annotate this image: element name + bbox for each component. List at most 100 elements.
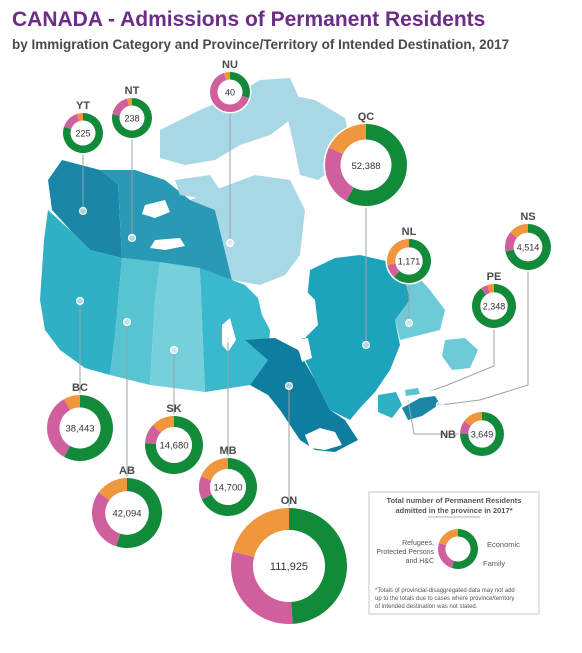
region-nb[interactable]	[378, 392, 402, 418]
slice-family	[387, 263, 400, 278]
leader-line-ns	[439, 270, 529, 406]
region-marker-ns	[435, 400, 445, 410]
slice-family	[231, 551, 293, 624]
region-ns[interactable]	[402, 396, 440, 420]
donut-value-nt: 238	[124, 114, 139, 124]
donut-label-pe: PE	[487, 271, 502, 283]
donut-hole	[253, 530, 325, 602]
donut-nu[interactable]: 40 NU	[208, 59, 252, 114]
slice-refugee	[232, 507, 289, 558]
hudson-bay	[258, 282, 318, 340]
legend-title-line2: admitted in the province in 2017*	[395, 506, 512, 515]
legend-refugee-line1: Refugees,	[402, 540, 434, 547]
slice-refugee	[152, 416, 174, 433]
page-title: CANADA - Admissions of Permanent Residen…	[12, 8, 486, 31]
donut-label-nl: NL	[402, 226, 417, 238]
region-marker-bc	[75, 296, 85, 306]
donut-label-mb: MB	[219, 445, 236, 457]
slice-refugee	[438, 529, 458, 546]
great-lakes	[305, 428, 342, 450]
donut-value-nl: 1,171	[398, 257, 421, 267]
donut-pe[interactable]: 2,348 PE	[470, 271, 518, 330]
donut-value-on: 111,925	[270, 561, 308, 573]
donut-bc[interactable]: 38,443 BC	[45, 382, 115, 463]
donut-ns[interactable]: 4,514 NS	[503, 211, 553, 272]
donut-mb[interactable]: 14,700 MB	[197, 445, 259, 518]
slice-economic	[289, 508, 348, 624]
legend-family-label: Family	[483, 559, 505, 568]
donut-nt[interactable]: 238 NT	[110, 85, 154, 140]
donut-label-qc: QC	[358, 111, 375, 123]
donut-ab[interactable]: 42,094 AB	[90, 465, 164, 550]
donut-label-bc: BC	[72, 382, 88, 394]
slice-refugee	[510, 224, 528, 238]
region-marker-sk	[169, 345, 179, 355]
donut-label-nb: NB	[440, 429, 456, 441]
legend-refugee-line3: and H&C	[406, 558, 434, 565]
donut-label-ab: AB	[119, 465, 135, 477]
donut-qc[interactable]: 52,388 QC	[323, 111, 409, 208]
donut-nb[interactable]: 3,649 NB	[440, 410, 506, 458]
region-marker-ab	[122, 317, 132, 327]
donut-value-yt: 225	[75, 129, 90, 139]
legend-footnote-line2: up to the totals due to cases where prov…	[375, 596, 514, 602]
donut-value-qc: 52,388	[351, 161, 380, 172]
slice-refugee	[223, 72, 230, 81]
donut-hole	[156, 427, 192, 463]
slice-economic	[116, 478, 162, 548]
donut-nl[interactable]: 1,171 NL	[385, 226, 433, 285]
donut-value-sk: 14,680	[159, 441, 188, 452]
slice-refugee	[464, 412, 482, 426]
donut-label-ns: NS	[520, 211, 535, 223]
slice-economic	[64, 395, 113, 461]
slice-economic	[472, 284, 516, 328]
region-qc[interactable]	[300, 255, 410, 420]
slice-economic	[201, 458, 258, 516]
slice-refugee	[64, 395, 80, 411]
donut-value-nu: 40	[225, 88, 235, 98]
region-nu[interactable]	[190, 175, 305, 285]
donut-hole	[105, 491, 149, 535]
slice-refugee	[387, 239, 409, 266]
james-bay	[296, 338, 312, 362]
slice-economic	[112, 98, 153, 138]
slice-refugee	[201, 458, 228, 481]
leader-line-nb	[407, 399, 460, 435]
region-bc[interactable]	[40, 210, 122, 375]
region-mb[interactable]	[200, 268, 270, 392]
donut-legend[interactable]	[436, 527, 480, 571]
legend-title-line1: Total number of Permanent Residents	[387, 496, 522, 505]
slice-economic	[62, 113, 103, 153]
region-nl-labrador[interactable]	[390, 262, 445, 340]
legend-footnote-line3: of intended destination was not stated.	[375, 604, 478, 610]
donut-label-yt: YT	[76, 100, 90, 112]
region-pe[interactable]	[405, 388, 420, 396]
region-ab[interactable]	[110, 258, 160, 385]
donut-yt[interactable]: 225 YT	[61, 100, 105, 155]
slice-refugee	[127, 98, 132, 106]
region-sk[interactable]	[150, 262, 205, 392]
slice-economic	[230, 72, 250, 99]
donut-hole	[513, 232, 543, 262]
region-nt[interactable]	[100, 170, 232, 280]
region-on[interactable]	[245, 338, 358, 452]
slice-family	[438, 542, 455, 569]
slice-family	[63, 113, 80, 130]
donut-value-bc: 38,443	[65, 424, 94, 435]
donut-label-sk: SK	[166, 403, 181, 415]
region-marker-nl	[404, 318, 414, 328]
donut-hole	[119, 105, 145, 131]
leader-line-pe	[429, 328, 495, 392]
map-regions	[40, 78, 478, 452]
region-marker-yt	[78, 206, 88, 216]
great-bear-lake	[142, 200, 170, 218]
slice-family	[145, 425, 161, 444]
slice-family	[481, 285, 490, 295]
slice-family	[199, 476, 212, 500]
region-nl-island[interactable]	[442, 338, 478, 370]
region-marker-mb	[223, 333, 233, 343]
region-arctic-island-small	[175, 175, 220, 198]
donut-sk[interactable]: 14,680 SK	[143, 403, 205, 476]
donut-on[interactable]: 111,925 ON	[229, 495, 349, 626]
region-marker-pe	[425, 386, 435, 396]
